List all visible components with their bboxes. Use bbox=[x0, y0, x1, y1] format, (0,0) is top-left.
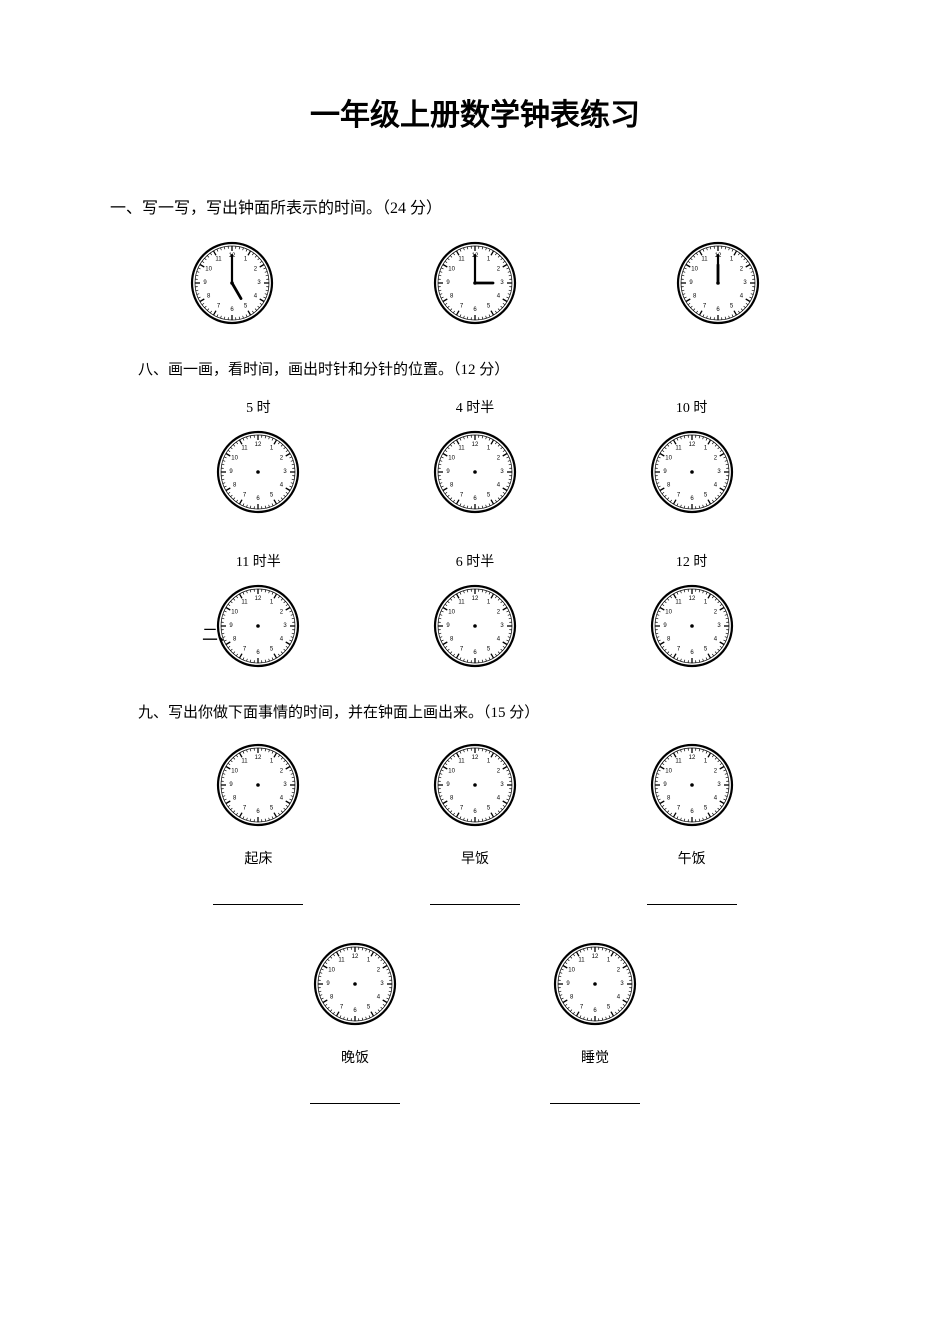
svg-text:10: 10 bbox=[232, 456, 239, 462]
clock-face-blank: 123456789101112 bbox=[430, 581, 520, 671]
svg-text:10: 10 bbox=[665, 610, 672, 616]
clock-cell: 123456789101112 午饭 bbox=[597, 740, 787, 905]
svg-text:11: 11 bbox=[458, 257, 465, 263]
clock-cell: 123456789101112 起床 bbox=[163, 740, 353, 905]
svg-text:12: 12 bbox=[352, 954, 359, 960]
clock-cell: 123456789101112 早饭 bbox=[380, 740, 570, 905]
svg-text:10: 10 bbox=[448, 610, 455, 616]
svg-text:10: 10 bbox=[448, 267, 455, 273]
section-9-row-2: 123456789101112 晚饭 123456789101112 睡觉 bbox=[110, 939, 840, 1104]
section-1-heading: 一、写一写，写出钟面所表示的时间。（24 分） bbox=[110, 194, 840, 218]
side-marker: 二、 bbox=[202, 621, 234, 645]
clock-label: 4 时半 bbox=[456, 397, 495, 413]
svg-text:11: 11 bbox=[458, 446, 465, 452]
svg-text:10: 10 bbox=[205, 267, 212, 273]
clock-cell: 6 时半 123456789101112 bbox=[380, 551, 570, 671]
svg-text:11: 11 bbox=[675, 759, 682, 765]
clock-label: 5 时 bbox=[246, 397, 271, 413]
svg-text:12: 12 bbox=[688, 755, 695, 761]
svg-text:10: 10 bbox=[665, 456, 672, 462]
svg-text:10: 10 bbox=[232, 610, 239, 616]
svg-text:12: 12 bbox=[472, 596, 479, 602]
svg-text:12: 12 bbox=[255, 755, 262, 761]
clock-face: 123456789101112 bbox=[430, 238, 520, 328]
clock-cell: 123456789101112 晚饭 bbox=[280, 939, 430, 1104]
answer-line bbox=[550, 1089, 640, 1104]
svg-text:11: 11 bbox=[675, 600, 682, 606]
section-9-heading: 九、写出你做下面事情的时间，并在钟面上画出来。（15 分） bbox=[138, 701, 840, 722]
clock-cell: 11 时半 123456789101112 bbox=[163, 551, 353, 671]
section-1-clocks: 123456789101112 123456789101112 12345678… bbox=[110, 238, 840, 328]
svg-text:12: 12 bbox=[255, 596, 262, 602]
clock-face: 123456789101112 bbox=[673, 238, 763, 328]
svg-text:11: 11 bbox=[458, 600, 465, 606]
clock-face-blank: 123456789101112 bbox=[550, 939, 640, 1029]
section-9-row-1: 123456789101112 起床 123456789101112 早饭 12… bbox=[110, 740, 840, 905]
section-8-row-1: 5 时 123456789101112 4 时半 123456789101112… bbox=[110, 397, 840, 517]
clock-cell: 123456789101112 bbox=[137, 238, 327, 328]
svg-text:10: 10 bbox=[692, 267, 699, 273]
svg-text:10: 10 bbox=[448, 769, 455, 775]
svg-text:10: 10 bbox=[328, 968, 335, 974]
svg-text:12: 12 bbox=[592, 954, 599, 960]
clock-face-blank: 123456789101112 bbox=[213, 427, 303, 517]
clock-label: 11 时半 bbox=[236, 551, 281, 567]
svg-text:11: 11 bbox=[215, 257, 222, 263]
answer-line bbox=[213, 890, 303, 905]
clock-label: 10 时 bbox=[676, 397, 708, 413]
clock-face: 123456789101112 bbox=[187, 238, 277, 328]
svg-text:11: 11 bbox=[242, 600, 249, 606]
svg-text:10: 10 bbox=[568, 968, 575, 974]
svg-text:12: 12 bbox=[688, 596, 695, 602]
clock-cell: 123456789101112 睡觉 bbox=[520, 939, 670, 1104]
clock-cell: 4 时半 123456789101112 bbox=[380, 397, 570, 517]
svg-text:12: 12 bbox=[255, 442, 262, 448]
activity-label: 晚饭 bbox=[341, 1047, 369, 1063]
activity-label: 早饭 bbox=[461, 848, 489, 864]
clock-cell: 123456789101112 bbox=[623, 238, 813, 328]
activity-label: 午饭 bbox=[678, 848, 706, 864]
svg-text:11: 11 bbox=[675, 446, 682, 452]
page-title: 一年级上册数学钟表练习 bbox=[110, 90, 840, 134]
svg-text:11: 11 bbox=[338, 958, 345, 964]
clock-face-blank: 123456789101112 bbox=[430, 740, 520, 830]
answer-line bbox=[430, 890, 520, 905]
activity-label: 睡觉 bbox=[581, 1047, 609, 1063]
clock-cell: 10 时 123456789101112 bbox=[597, 397, 787, 517]
svg-text:12: 12 bbox=[472, 755, 479, 761]
clock-face-blank: 123456789101112 bbox=[647, 740, 737, 830]
svg-text:11: 11 bbox=[242, 446, 249, 452]
answer-line bbox=[647, 890, 737, 905]
clock-face-blank: 123456789101112 bbox=[213, 740, 303, 830]
clock-label: 6 时半 bbox=[456, 551, 495, 567]
clock-face-blank: 123456789101112 bbox=[430, 427, 520, 517]
clock-face-blank: 123456789101112 bbox=[647, 581, 737, 671]
section-8-row-2: 11 时半 123456789101112 6 时半 1234567891011… bbox=[110, 551, 840, 671]
answer-line bbox=[310, 1089, 400, 1104]
section-8-heading: 八、画一画，看时间，画出时针和分针的位置。（12 分） bbox=[138, 358, 840, 379]
activity-label: 起床 bbox=[244, 848, 272, 864]
svg-text:10: 10 bbox=[232, 769, 239, 775]
clock-face-blank: 123456789101112 bbox=[310, 939, 400, 1029]
svg-text:12: 12 bbox=[472, 442, 479, 448]
clock-cell: 5 时 123456789101112 bbox=[163, 397, 353, 517]
clock-face-blank: 123456789101112 bbox=[647, 427, 737, 517]
svg-text:11: 11 bbox=[458, 759, 465, 765]
svg-text:11: 11 bbox=[578, 958, 585, 964]
svg-text:11: 11 bbox=[242, 759, 249, 765]
clock-cell: 12 时 123456789101112 bbox=[597, 551, 787, 671]
svg-text:10: 10 bbox=[448, 456, 455, 462]
clock-label: 12 时 bbox=[676, 551, 708, 567]
svg-text:12: 12 bbox=[688, 442, 695, 448]
svg-text:10: 10 bbox=[665, 769, 672, 775]
svg-text:11: 11 bbox=[702, 257, 709, 263]
clock-cell: 123456789101112 bbox=[380, 238, 570, 328]
